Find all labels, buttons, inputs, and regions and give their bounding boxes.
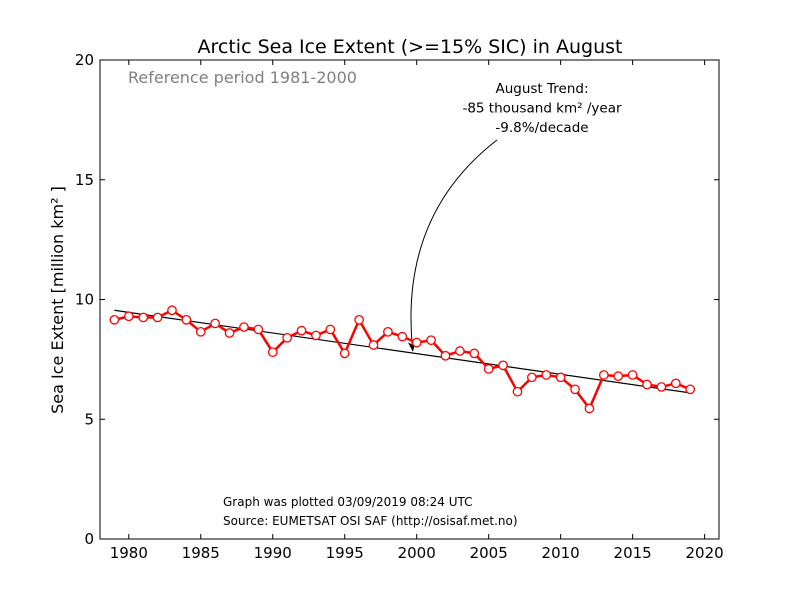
- data-point: [282, 332, 292, 343]
- data-point: [426, 335, 436, 346]
- x-tick-label: 2000: [398, 544, 436, 562]
- annotation-line: -9.8%/decade: [495, 120, 588, 136]
- data-point: [570, 384, 580, 395]
- data-point: [685, 384, 696, 395]
- annotation-line: -85 thousand km² /year: [462, 101, 622, 117]
- data-point: [167, 305, 177, 316]
- annotation-arrow: [407, 139, 498, 352]
- data-point: [354, 315, 364, 325]
- data-point: [181, 315, 192, 325]
- data-point: [253, 324, 264, 335]
- data-point: [239, 322, 249, 332]
- footnote-line: Source: EUMETSAT OSI SAF (http://osisaf.…: [223, 514, 518, 528]
- annotation-line: August Trend:: [495, 81, 588, 97]
- footnote-line: Graph was plotted 03/09/2019 08:24 UTC: [223, 495, 473, 509]
- data-point: [311, 330, 321, 341]
- data-point: [483, 364, 494, 374]
- footnotes: Graph was plotted 03/09/2019 08:24 UTC So…: [223, 495, 518, 528]
- y-axis-label-group: Sea Ice Extent [million km² ]: [48, 186, 67, 414]
- data-point: [411, 337, 422, 348]
- trend-annotation: August Trend: -85 thousand km² /year -9.8%…: [407, 81, 622, 352]
- data-point: [109, 315, 120, 325]
- x-tick-label: 2005: [470, 544, 508, 562]
- data-point: [339, 348, 350, 359]
- x-tick-label: 2010: [542, 544, 580, 562]
- data-point: [440, 350, 451, 361]
- data-point: [397, 331, 408, 342]
- data-point: [123, 311, 134, 322]
- data-point: [627, 370, 638, 380]
- plot-area: 1980 1985 1990 1995 2000 2005 2010 2015 20200510…: [75, 51, 724, 562]
- data-point: [267, 347, 278, 358]
- data-point: [210, 318, 221, 329]
- x-tick-label: 1980: [110, 544, 148, 562]
- data-point: [512, 386, 523, 397]
- data-point: [224, 328, 235, 338]
- data-point: [383, 326, 393, 337]
- trend-line: [114, 309, 691, 394]
- series-line: [114, 309, 691, 410]
- data-point: [296, 325, 307, 336]
- data-point: [455, 346, 465, 356]
- data-point: [527, 372, 537, 383]
- y-tick-label: 15: [75, 171, 94, 189]
- y-tick-label: 20: [75, 51, 94, 69]
- data-point: [642, 379, 652, 390]
- chart-title: Arctic Sea Ice Extent (>=15% SIC) in Aug…: [198, 36, 623, 58]
- data-point: [656, 382, 667, 392]
- data-point: [670, 378, 681, 389]
- x-tick-label: 2020: [686, 544, 724, 562]
- data-point: [325, 324, 336, 335]
- data-point: [613, 371, 624, 381]
- data-point: [555, 372, 566, 383]
- data-point: [195, 326, 206, 337]
- data-point: [152, 312, 163, 323]
- data-point: [584, 403, 595, 414]
- reference-period-text: Reference period 1981-2000: [128, 68, 357, 87]
- y-axis-label: Sea Ice Extent [million km² ]: [48, 186, 67, 414]
- x-tick-label: 1985: [182, 544, 220, 562]
- data-point: [368, 340, 379, 350]
- x-tick-label: 1990: [254, 544, 292, 562]
- plot-frame: [99, 59, 720, 540]
- data-point: [498, 360, 508, 371]
- x-tick-label: 1995: [326, 544, 364, 562]
- data-point: [598, 370, 609, 380]
- data-point: [469, 348, 480, 359]
- data-point: [541, 370, 552, 380]
- y-tick-label: 10: [75, 291, 94, 309]
- y-tick-label: 0: [84, 530, 94, 548]
- x-tick-label: 2015: [614, 544, 652, 562]
- y-tick-label: 5: [84, 410, 94, 428]
- data-point: [138, 312, 149, 323]
